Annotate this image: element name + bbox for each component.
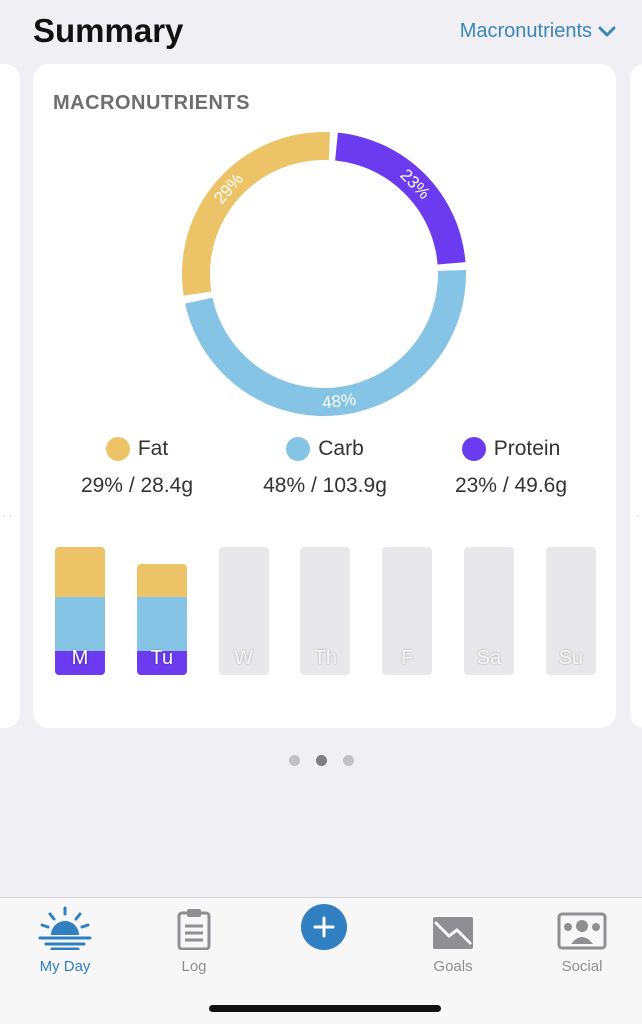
tab-label: Social: [561, 958, 603, 975]
bar-segment-carb: [136, 596, 187, 651]
add-button[interactable]: [301, 904, 347, 950]
scroll-hint-left-icon: · ·: [2, 510, 13, 522]
macronutrient-donut-chart: 23%48%29%: [182, 132, 467, 417]
donut-label-carb: 48%: [321, 390, 357, 413]
day-bar-su[interactable]: Su: [545, 547, 596, 675]
legend-item-carb: Carb 48% / 103.9g: [225, 434, 425, 498]
tab-log[interactable]: Log: [134, 906, 254, 975]
day-bar-m[interactable]: M: [55, 547, 105, 675]
tab-label: My Day: [39, 958, 91, 975]
plus-icon: [313, 916, 335, 938]
weekly-macro-chart: M Tu W Th F Sa Su: [55, 545, 600, 675]
day-bar-sa[interactable]: Sa: [464, 547, 514, 675]
day-bar-f[interactable]: F: [382, 547, 433, 675]
donut-slice-protein: [335, 132, 466, 265]
view-selector[interactable]: Macronutrients: [460, 20, 616, 43]
protein-dot-icon: [461, 437, 486, 461]
legend-value: 48% / 103.9g: [263, 474, 387, 497]
sunrise-icon: [38, 906, 92, 950]
tab-my-day[interactable]: My Day: [5, 906, 125, 975]
donut-slice-carb: [185, 270, 467, 417]
view-selector-label: Macronutrients: [459, 20, 592, 42]
legend-name: Fat: [137, 437, 169, 460]
legend-name: Protein: [493, 437, 561, 460]
bar-segment-fat: [136, 563, 187, 597]
tab-social[interactable]: Social: [522, 906, 642, 975]
day-label: Su: [558, 647, 584, 669]
tab-label: Log: [181, 958, 207, 975]
day-label: M: [71, 647, 89, 669]
tab-label: Goals: [433, 958, 473, 975]
day-label: Sa: [476, 647, 502, 669]
day-label: Tu: [150, 647, 174, 669]
chart-envelope-icon: [433, 917, 473, 949]
day-label: W: [234, 647, 254, 669]
bar-segment-fat: [55, 547, 105, 597]
bar-segment-protein: [136, 650, 187, 675]
legend-value: 23% / 49.6g: [454, 474, 568, 497]
legend-value: 29% / 28.4g: [80, 474, 194, 497]
donut-slice-fat: [182, 132, 330, 296]
page-dot[interactable]: [315, 755, 327, 766]
carb-dot-icon: [286, 437, 311, 461]
previous-card[interactable]: [0, 64, 20, 728]
chevron-down-icon: [598, 26, 616, 36]
day-bar-w[interactable]: W: [218, 547, 269, 675]
page-dot[interactable]: [342, 755, 354, 766]
clipboard-icon: [177, 909, 211, 950]
header: Summary Macronutrients: [0, 0, 642, 62]
bar-segment-protein: [55, 650, 105, 675]
macronutrients-card: MACRONUTRIENTS 23% 48% 29% Fat 29% / 28.4g…: [33, 64, 616, 728]
home-indicator: [209, 1005, 441, 1012]
people-icon: [557, 912, 607, 950]
card-title: MACRONUTRIENTS: [53, 92, 250, 114]
day-label: F: [401, 647, 414, 669]
page-title: Summary: [33, 12, 184, 49]
legend-item-protein: Protein 23% / 49.6g: [411, 434, 611, 498]
day-bar-th[interactable]: Th: [300, 547, 351, 675]
tab-bar: My Day Log: [0, 897, 642, 1024]
page-dot[interactable]: [288, 755, 300, 766]
page-indicator: [0, 755, 642, 766]
tab-goals[interactable]: Goals: [393, 906, 513, 975]
legend-item-fat: Fat 29% / 28.4g: [37, 434, 237, 498]
fat-dot-icon: [105, 437, 130, 461]
scroll-hint-right-icon: ·: [636, 510, 640, 522]
bar-segment-carb: [55, 596, 105, 651]
next-card[interactable]: [630, 64, 642, 728]
day-bar-tu[interactable]: Tu: [136, 563, 187, 675]
day-label: Th: [313, 647, 338, 669]
legend-name: Carb: [318, 437, 364, 460]
